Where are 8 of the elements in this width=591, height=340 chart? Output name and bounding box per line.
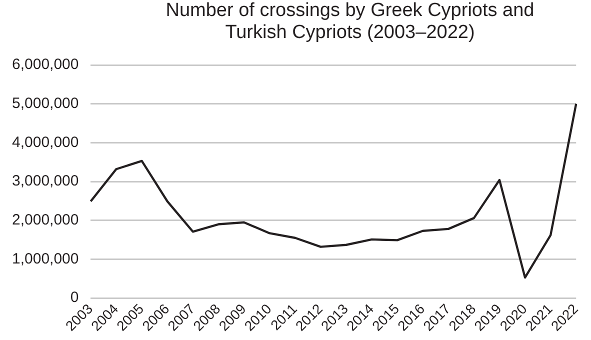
y-tick-label: 4,000,000 — [12, 134, 79, 151]
y-tick-label: 6,000,000 — [12, 56, 79, 74]
y-tick-label: 2,000,000 — [12, 212, 79, 229]
y-tick-label: 5,000,000 — [12, 94, 79, 112]
y-tick-label: 3,000,000 — [12, 172, 79, 190]
chart-title: Number of crossings by Greek Cypriots and Turkish Cypriots (2003–2022) — [164, 0, 536, 44]
y-tick-label: 0 — [70, 289, 79, 306]
y-tick-label: 1,000,000 — [12, 250, 79, 268]
